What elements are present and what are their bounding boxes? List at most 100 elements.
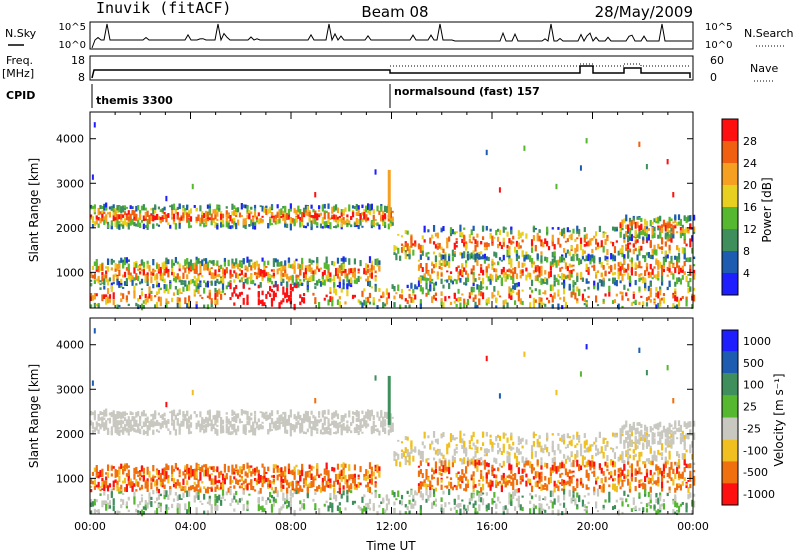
velocity-cell	[156, 487, 158, 491]
velocity-cell	[522, 469, 524, 474]
power-cell	[586, 278, 588, 283]
velocity-cell	[286, 480, 288, 486]
velocity-cell	[484, 454, 486, 456]
velocity-cell	[407, 491, 409, 494]
velocity-cell	[295, 490, 297, 494]
velocity-cell	[130, 420, 132, 427]
power-cell	[578, 235, 580, 237]
power-cell	[229, 215, 231, 221]
power-cell	[376, 222, 378, 225]
power-cell	[301, 216, 303, 222]
velocity-cell	[486, 505, 488, 509]
power-cell	[467, 255, 469, 260]
velocity-cell	[525, 481, 527, 487]
velocity-cell	[412, 495, 414, 499]
power-cell	[508, 269, 510, 273]
power-cell	[682, 266, 684, 270]
power-cell	[561, 282, 563, 284]
power-cell	[638, 232, 640, 239]
power-cell	[261, 258, 263, 262]
velocity-cell	[520, 504, 522, 510]
power-cell	[497, 276, 499, 280]
power-cell	[152, 215, 154, 222]
power-cell	[98, 267, 100, 270]
power-cell	[235, 285, 237, 289]
power-cell	[378, 288, 380, 292]
power-cell	[501, 279, 503, 286]
velocity-cell	[420, 483, 422, 490]
velocity-cell	[459, 475, 461, 481]
velocity-cell	[275, 427, 277, 431]
power-cell	[131, 219, 133, 225]
power-cell	[544, 270, 546, 275]
power-cell	[361, 302, 363, 308]
power-cell	[557, 294, 559, 296]
power-cell	[535, 288, 537, 291]
power-cell	[173, 272, 175, 277]
velocity-cell	[442, 432, 444, 437]
velocity-cell	[288, 501, 290, 507]
power-cell	[650, 299, 652, 303]
velocity-cell	[371, 471, 373, 477]
power-cell	[574, 282, 576, 285]
power-cell	[606, 249, 608, 255]
velocity-cell	[457, 472, 459, 474]
power-cell	[542, 303, 544, 305]
power-cell	[670, 227, 672, 232]
power-cell	[194, 205, 196, 208]
velocity-cell	[216, 505, 218, 511]
power-cell	[429, 238, 431, 244]
power-cell	[282, 279, 284, 283]
power-cell	[450, 302, 452, 305]
power-cell	[199, 295, 201, 297]
power-cell	[655, 261, 657, 265]
power-cell	[582, 278, 584, 282]
velocity-cell	[295, 481, 297, 485]
velocity-cell	[506, 438, 508, 443]
velocity-cell	[297, 488, 299, 494]
velocity-cell	[118, 431, 120, 435]
velocity-cell	[480, 473, 482, 479]
noise-right-tick-top: 10^5	[705, 22, 732, 33]
y-tick-label: 3000	[56, 177, 84, 190]
power-cell	[506, 249, 508, 256]
power-cell	[156, 223, 158, 226]
velocity-cell	[284, 476, 286, 479]
power-cell	[309, 266, 311, 272]
power-cell	[116, 214, 118, 220]
power-cell	[633, 249, 635, 254]
velocity-cell	[476, 440, 478, 444]
power-cell	[627, 255, 629, 258]
velocity-cell	[461, 469, 463, 471]
power-cell	[162, 217, 164, 219]
velocity-cell	[107, 494, 109, 500]
power-cell	[608, 278, 610, 281]
power-cell	[520, 245, 522, 248]
power-cell	[190, 216, 192, 219]
power-cell	[148, 286, 150, 293]
power-cell	[246, 269, 248, 272]
power-cell	[113, 208, 115, 212]
power-cell	[576, 237, 578, 239]
power-cell	[418, 260, 420, 262]
velocity-cell	[218, 487, 220, 490]
velocity-cell	[461, 459, 463, 465]
power-cell	[461, 239, 463, 243]
velocity-cell	[107, 418, 109, 420]
power-cell	[205, 218, 207, 225]
power-cell	[356, 218, 358, 225]
power-cell	[109, 212, 111, 218]
power-cell	[439, 243, 441, 249]
velocity-cell	[233, 476, 235, 479]
velocity-cell	[529, 461, 531, 468]
velocity-cell	[260, 488, 262, 494]
velocity-cell	[139, 477, 141, 479]
power-cell	[408, 294, 410, 299]
velocity-cell	[525, 439, 527, 444]
velocity-cell	[309, 418, 311, 423]
power-cell	[467, 277, 469, 282]
velocity-cell	[480, 447, 482, 450]
velocity-cell	[512, 474, 514, 476]
power-cell	[653, 218, 655, 222]
velocity-cell	[271, 418, 273, 422]
